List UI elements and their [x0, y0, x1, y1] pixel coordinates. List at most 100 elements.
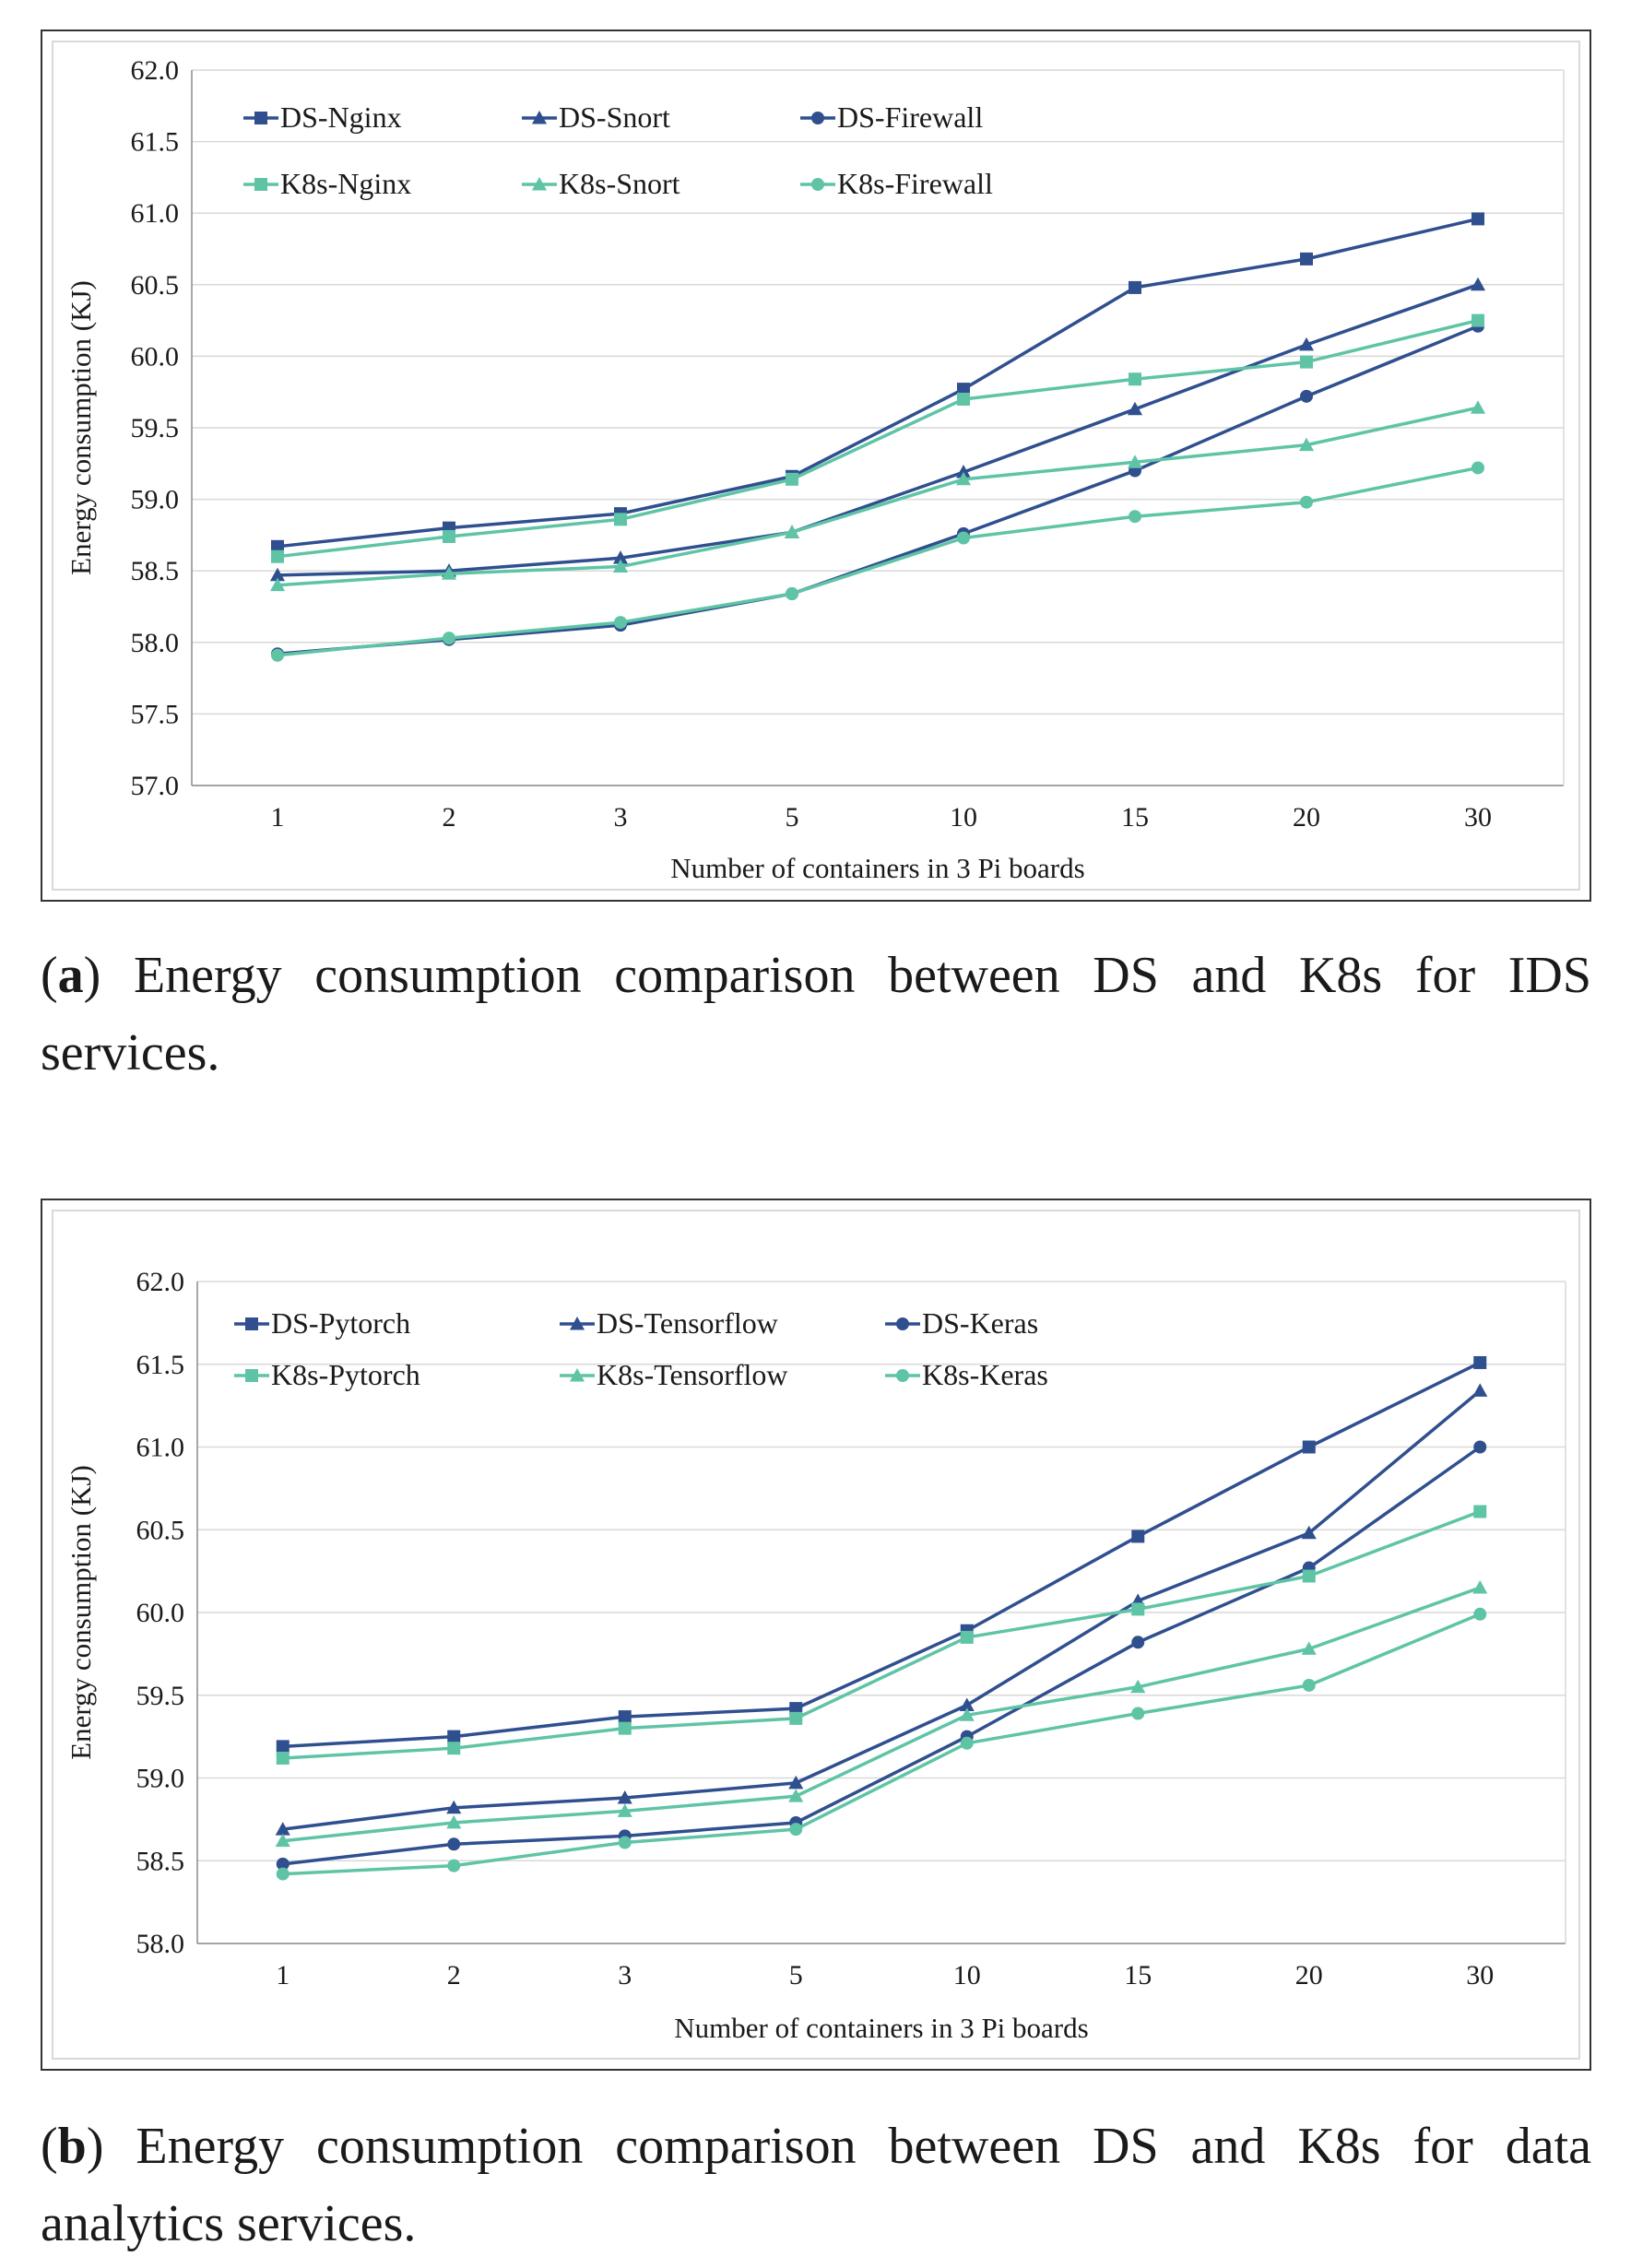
data-point [1127, 455, 1143, 468]
x-axis-title: Number of containers in 3 Pi boards [674, 2012, 1088, 2044]
data-point [1300, 389, 1313, 403]
x-tick-label: 5 [789, 1960, 803, 1990]
data-point [276, 1867, 290, 1881]
series-k8s-keras [276, 1607, 1487, 1881]
legend-label: DS-Firewall [837, 100, 983, 134]
data-point [1302, 1440, 1316, 1454]
chart-inner-frame [52, 41, 1580, 891]
legend-item: K8s-Keras [885, 1358, 1048, 1391]
series-line [277, 406, 1479, 587]
series-ds-firewall [271, 319, 1484, 661]
y-tick-label: 58.0 [131, 628, 180, 658]
data-point [1473, 1355, 1487, 1369]
x-axis-title: Number of containers in 3 Pi boards [670, 852, 1084, 884]
legend-item: DS-Keras [885, 1306, 1038, 1340]
legend-marker [811, 178, 824, 191]
series-k8s-nginx [271, 313, 1484, 563]
legend-marker [811, 112, 824, 124]
data-point [1301, 1641, 1317, 1655]
series-k8s-snort [269, 400, 1486, 592]
data-point [614, 616, 627, 630]
data-point [1302, 1569, 1316, 1583]
data-point [443, 632, 455, 645]
legend-label: DS-Tensorflow [597, 1306, 778, 1340]
data-point [1130, 1679, 1146, 1694]
legend-label: DS-Keras [922, 1306, 1038, 1340]
legend-marker [896, 1369, 909, 1382]
legend-label: K8s-Snort [559, 167, 680, 200]
data-point [276, 1857, 290, 1871]
x-tick-label: 3 [614, 802, 628, 833]
chart-panel-a: 57.0 57.5 58.0 58.5 59.0 59.5 60.0 60.5 61.0 61.5… [41, 30, 1591, 902]
caption-b-label: b [57, 2118, 87, 2175]
y-tick-label: 59.0 [136, 1764, 185, 1794]
data-point [269, 577, 286, 592]
data-point [957, 392, 970, 406]
data-point [612, 550, 629, 564]
data-point [612, 559, 629, 573]
legend-label: DS-Nginx [280, 100, 402, 134]
legend-label: DS-Snort [559, 100, 670, 134]
data-point [784, 525, 800, 538]
y-tick-label: 57.0 [131, 771, 180, 801]
data-point [957, 383, 970, 396]
data-point [955, 471, 972, 486]
data-point [1300, 252, 1313, 266]
legend-item: DS-Nginx [243, 100, 402, 134]
series-line [282, 1361, 1482, 1749]
caption-a-label: a [57, 947, 84, 1004]
data-point [1471, 313, 1484, 327]
series-k8s-firewall [271, 461, 1484, 662]
legend-marker [531, 110, 548, 124]
caption-a: (a) Energy consumption comparison betwee… [41, 947, 1591, 1081]
series-line [277, 283, 1479, 577]
x-tick-label: 2 [443, 802, 456, 833]
data-point [789, 1711, 803, 1725]
legend-item: DS-Snort [522, 100, 670, 134]
y-tick-label: 62.0 [131, 55, 180, 86]
data-point [789, 1702, 803, 1716]
data-point [1129, 510, 1141, 524]
series-line [277, 466, 1479, 657]
data-point [1127, 401, 1143, 416]
data-point [271, 648, 284, 662]
legend-marker [245, 1317, 258, 1330]
series-line [277, 318, 1479, 559]
data-point [618, 1836, 632, 1849]
series-ds-pytorch [276, 1355, 1487, 1754]
data-point [1470, 277, 1486, 291]
caption-b-text: Energy consumption comparison between DS… [41, 2118, 1591, 2252]
series-line [282, 1389, 1482, 1831]
data-point [618, 1710, 632, 1724]
y-tick-label: 60.0 [136, 1598, 185, 1628]
x-tick-label: 5 [786, 802, 799, 833]
data-point [269, 567, 286, 582]
series-line [282, 1612, 1481, 1876]
data-point [1131, 1707, 1145, 1720]
data-point [271, 549, 284, 563]
y-tick-label: 60.0 [131, 341, 180, 372]
data-point [441, 566, 457, 580]
data-point [1473, 1440, 1487, 1454]
y-tick-label: 61.0 [131, 198, 180, 229]
data-point [1300, 495, 1313, 509]
x-tick-label: 1 [271, 802, 285, 833]
legend-label: K8s-Keras [922, 1358, 1048, 1391]
data-point [1129, 280, 1141, 294]
x-tick-label: 15 [1124, 1960, 1152, 1990]
data-point [276, 1740, 290, 1754]
legend-marker [569, 1367, 585, 1382]
data-point [1473, 1505, 1487, 1518]
data-point [276, 1751, 290, 1765]
legend: DS-Nginx DS-Snort DS-Firewall K8s-Nginx K8s-… [243, 100, 993, 200]
y-tick-label: 61.5 [136, 1350, 185, 1380]
data-point [959, 1707, 975, 1721]
legend-marker [569, 1316, 585, 1330]
chart-panel-b: 58.0 58.5 59.0 59.5 60.0 60.5 61.0 61.5 62.0 1 2 3 5… [41, 1199, 1591, 2071]
data-point [960, 1736, 974, 1750]
data-point [1300, 355, 1313, 369]
data-point [1472, 1580, 1488, 1594]
legend: DS-Pytorch DS-Tensorflow DS-Keras K8s-Pytor… [234, 1306, 1048, 1391]
legend-item: DS-Firewall [800, 100, 983, 134]
data-point [1471, 212, 1484, 226]
